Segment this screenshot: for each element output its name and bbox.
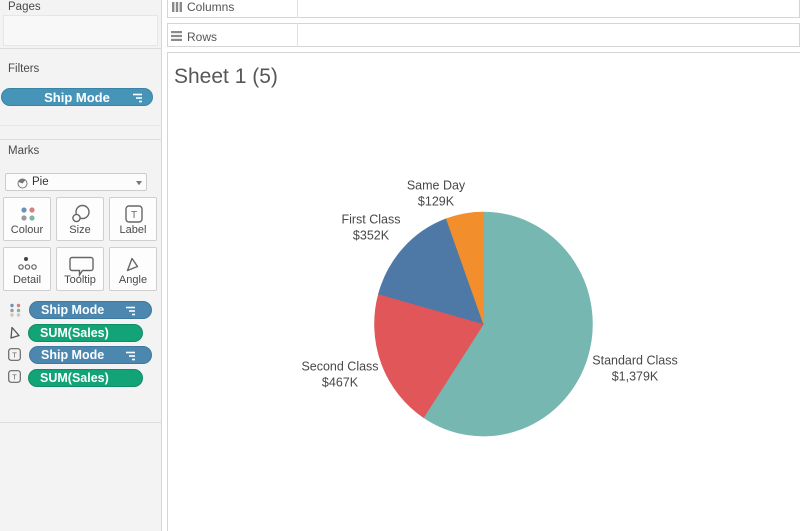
svg-text:T: T [12, 351, 17, 360]
svg-text:T: T [12, 373, 17, 382]
svg-text:T: T [131, 210, 137, 221]
